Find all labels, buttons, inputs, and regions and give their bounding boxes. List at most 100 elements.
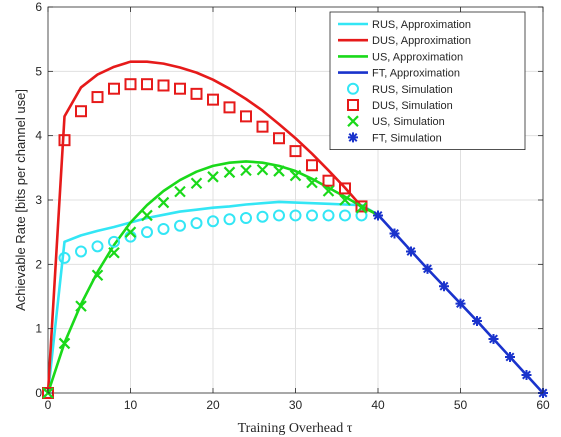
data-point	[157, 222, 170, 235]
data-point	[322, 174, 335, 187]
legend-box	[329, 11, 526, 151]
data-point	[439, 281, 449, 292]
data-point	[488, 333, 499, 344]
legend-label: RUS, Simulation	[372, 84, 453, 96]
series-layer	[42, 60, 548, 399]
data-point	[240, 110, 252, 123]
x-axis-label: Training Overhead τ	[238, 421, 353, 436]
data-point	[58, 337, 71, 350]
data-point	[339, 209, 351, 222]
data-point	[273, 132, 285, 145]
data-point	[75, 105, 87, 118]
data-point	[223, 166, 236, 179]
data-point	[108, 235, 120, 248]
data-point	[322, 185, 335, 197]
series-marker-group	[42, 209, 368, 399]
x-tick-label: 60	[536, 398, 550, 412]
legend-item: FT, Approximation	[338, 68, 460, 80]
data-point	[223, 213, 236, 226]
data-point	[124, 78, 137, 91]
y-tick-label: 3	[35, 193, 42, 207]
data-point	[91, 240, 104, 253]
data-point	[91, 91, 104, 104]
x-tick-label: 10	[124, 398, 138, 412]
legend-item: US, Simulation	[347, 115, 445, 128]
data-point	[157, 196, 170, 209]
data-point	[75, 245, 87, 258]
data-point	[58, 251, 71, 264]
legend-label: US, Approximation	[372, 51, 463, 63]
data-point	[472, 315, 482, 326]
y-tick-label: 0	[35, 386, 42, 400]
series-marker-group	[373, 210, 548, 398]
data-point	[190, 217, 203, 230]
legend-item: US, Approximation	[338, 51, 463, 63]
series-marker-group	[42, 78, 368, 399]
data-point	[373, 210, 383, 221]
data-point	[124, 226, 137, 238]
data-point	[174, 82, 186, 95]
data-point	[355, 200, 368, 213]
y-tick-label: 6	[35, 0, 42, 14]
legend-marker-swatch	[348, 132, 358, 143]
data-point	[207, 215, 219, 228]
data-point	[273, 209, 285, 222]
legend-label: DUS, Approximation	[372, 35, 471, 47]
y-axis-label: Achievable Rate [bits per channel use]	[13, 89, 28, 311]
legend-marker-swatch	[347, 115, 359, 127]
data-point	[75, 300, 87, 312]
data-point	[240, 164, 252, 177]
x-tick-label: 30	[289, 398, 303, 412]
data-point	[256, 210, 269, 223]
data-point	[322, 209, 335, 222]
data-point	[190, 177, 203, 190]
data-point	[521, 369, 532, 380]
x-tick-label: 50	[454, 398, 468, 412]
series-line-group	[46, 60, 379, 394]
legend-marker-swatch	[347, 99, 359, 111]
series-marker-group	[42, 163, 368, 399]
data-point	[339, 182, 351, 195]
data-point	[389, 228, 400, 239]
data-point	[157, 79, 170, 92]
data-point	[339, 194, 351, 206]
data-point	[289, 169, 302, 182]
x-tick-label: 0	[45, 398, 52, 412]
legend-item: RUS, Approximation	[338, 19, 471, 31]
series-line	[46, 60, 379, 394]
legend-item: RUS, Simulation	[347, 82, 453, 96]
legend-item: FT, Simulation	[348, 132, 442, 144]
series-line	[46, 200, 379, 394]
legend-marker-swatch	[347, 82, 359, 95]
data-point	[141, 226, 153, 239]
y-tick-label: 4	[35, 129, 42, 143]
data-point	[207, 93, 219, 106]
y-tick-label: 5	[35, 64, 42, 78]
data-point	[306, 159, 318, 172]
data-point	[108, 82, 120, 95]
ticks-layer: 0 10 20 30 40 50 60 0 1 2 3 4 5 6	[35, 0, 550, 412]
data-point	[207, 171, 219, 183]
data-point	[273, 165, 285, 177]
data-point	[505, 351, 515, 362]
data-point	[174, 185, 186, 198]
legend-label: FT, Approximation	[372, 68, 460, 80]
data-point	[141, 78, 153, 91]
series-line-group	[46, 200, 379, 394]
data-point	[91, 269, 104, 282]
y-tick-label: 1	[35, 322, 42, 336]
legend-item: DUS, Simulation	[347, 99, 453, 112]
data-point	[141, 209, 153, 222]
data-point	[58, 134, 71, 147]
x-tick-label: 40	[371, 398, 385, 412]
data-point	[355, 201, 368, 214]
data-point	[256, 163, 269, 176]
legend-label: RUS, Approximation	[372, 19, 471, 31]
data-point	[190, 87, 203, 100]
data-point	[306, 209, 318, 222]
legend-label: DUS, Simulation	[372, 100, 453, 112]
data-point	[289, 209, 302, 222]
data-point	[240, 212, 252, 225]
y-tick-label: 2	[35, 257, 42, 271]
